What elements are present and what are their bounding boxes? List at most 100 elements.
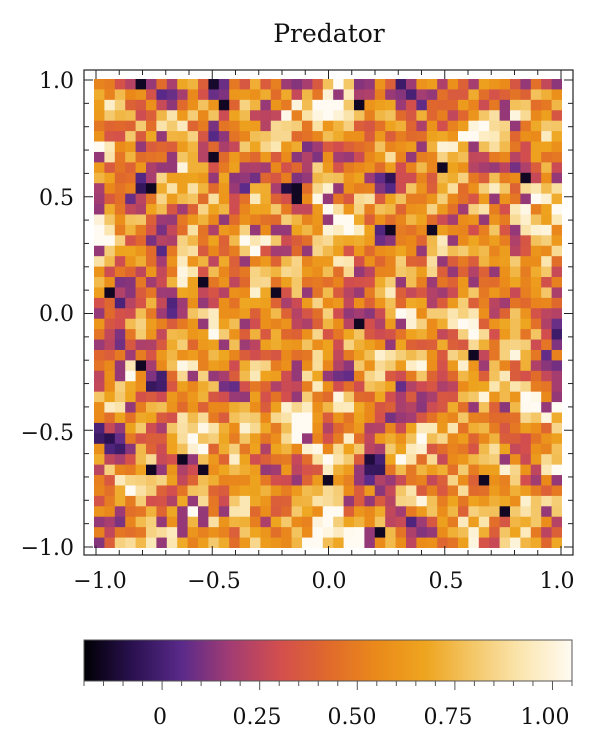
heat-cell (541, 193, 553, 205)
heat-cell (437, 360, 449, 372)
heat-cell (395, 256, 407, 268)
heat-cell (156, 402, 168, 414)
y-tick-label: 1.0 (39, 69, 74, 94)
heat-cell (312, 495, 324, 507)
heat-cell (395, 110, 407, 122)
heat-cell (354, 204, 365, 216)
heat-cell (530, 141, 542, 153)
heat-cell (385, 110, 397, 122)
heat-cell (343, 318, 355, 330)
heat-cell (499, 308, 511, 320)
colorbar-tick-label: 0 (153, 705, 167, 730)
heat-cell (135, 277, 147, 289)
heat-cell (239, 277, 251, 289)
heat-cell (510, 204, 521, 216)
heat-cell (156, 516, 168, 528)
heat-cell (406, 297, 417, 309)
heat-cell (333, 214, 345, 226)
heat-cell (281, 402, 293, 414)
heat-cell (541, 224, 553, 236)
heat-cell (229, 131, 241, 143)
heat-cell (468, 475, 480, 487)
heat-cell (520, 360, 532, 372)
heat-cell (322, 349, 334, 361)
heat-cell (354, 454, 365, 466)
heat-cell (541, 204, 553, 216)
heat-cell (354, 433, 365, 445)
heat-cell (291, 516, 303, 528)
heat-cell (146, 495, 157, 507)
heat-cell (541, 151, 553, 163)
heat-cell (385, 349, 397, 361)
heat-cell (198, 183, 209, 195)
heat-cell (218, 360, 230, 372)
heat-cell (447, 308, 459, 320)
heat-cell (322, 110, 334, 122)
heat-cell (395, 412, 407, 424)
heat-cell (135, 193, 147, 205)
heat-cell (478, 464, 490, 476)
heat-cell (208, 360, 220, 372)
heat-cell (135, 329, 147, 341)
heat-cell (302, 89, 313, 101)
heat-cell (468, 79, 480, 91)
heat-cell (198, 516, 209, 528)
heat-cell (135, 297, 147, 309)
heat-cell (395, 183, 407, 195)
heat-cell (447, 183, 459, 195)
heat-cell (114, 412, 126, 424)
heat-cell (250, 162, 261, 174)
heat-cell (187, 89, 199, 101)
heat-cell (291, 110, 303, 122)
heat-cell (447, 99, 459, 111)
heat-cell (364, 120, 376, 132)
heat-cell (187, 454, 199, 466)
heat-cell (510, 183, 521, 195)
heat-cell (333, 277, 345, 289)
heat-cell (374, 99, 386, 111)
heat-cell (229, 266, 241, 278)
heat-cell (218, 172, 230, 184)
heat-cell (125, 141, 137, 153)
heat-cell (551, 527, 562, 539)
heat-cell (229, 193, 241, 205)
heat-cell (291, 412, 303, 424)
heat-cell (510, 381, 521, 393)
heat-cell (104, 256, 116, 268)
heat-cell (530, 120, 542, 132)
heat-cell (146, 516, 157, 528)
heat-cell (385, 464, 397, 476)
heat-cell (499, 110, 511, 122)
heat-cell (447, 464, 459, 476)
heat-cell (406, 131, 417, 143)
heat-cell (395, 506, 407, 518)
heat-cell (239, 89, 251, 101)
heat-cell (468, 506, 480, 518)
heat-cell (333, 516, 345, 528)
heat-cell (302, 516, 313, 528)
heat-cell (250, 224, 261, 236)
heat-cell (426, 183, 438, 195)
heat-cell (541, 245, 553, 257)
heat-cell (114, 391, 126, 403)
heat-cell (291, 433, 303, 445)
heat-cell (291, 297, 303, 309)
heat-cell (426, 495, 438, 507)
heat-cell (416, 277, 428, 289)
heat-cell (468, 172, 480, 184)
heat-cell (406, 151, 417, 163)
heat-cell (468, 204, 480, 216)
heat-cell (250, 120, 261, 132)
heat-cell (146, 151, 157, 163)
heat-cell (510, 318, 521, 330)
heat-cell (395, 141, 407, 153)
x-tick-label: 0.5 (429, 569, 464, 594)
heat-cell (458, 224, 469, 236)
heat-cell (291, 537, 303, 548)
heat-cell (426, 172, 438, 184)
heat-cell (156, 360, 168, 372)
heat-cell (187, 297, 199, 309)
heat-cell (125, 339, 137, 351)
heat-cell (302, 339, 313, 351)
heat-cell (520, 131, 532, 143)
